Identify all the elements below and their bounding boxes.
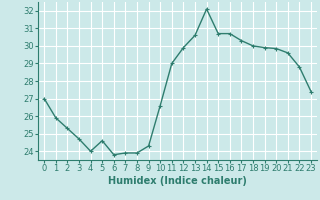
X-axis label: Humidex (Indice chaleur): Humidex (Indice chaleur) bbox=[108, 176, 247, 186]
